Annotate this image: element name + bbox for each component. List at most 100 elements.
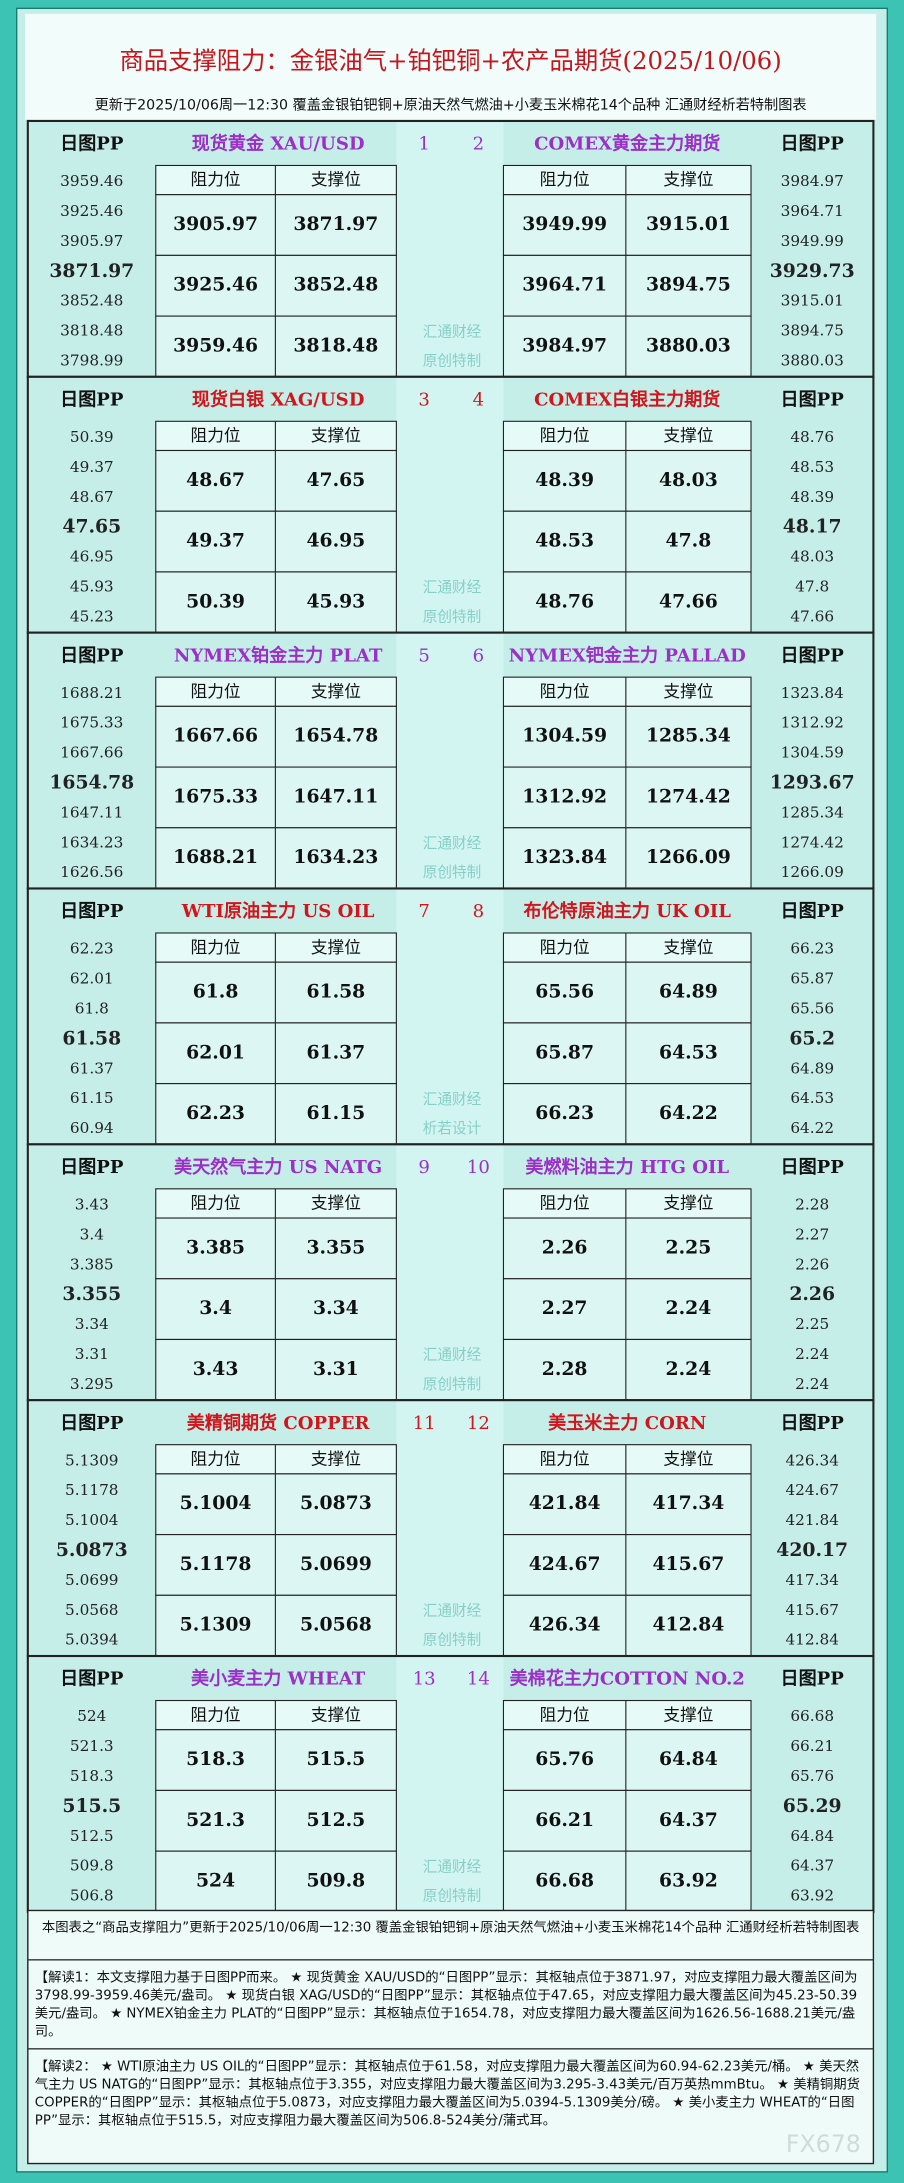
support-value: 63.92 xyxy=(659,1870,718,1892)
pp-value: 66.21 xyxy=(790,1737,834,1755)
support-header: 支撑位 xyxy=(311,1194,361,1213)
resistance-header: 阻力位 xyxy=(540,938,590,957)
pp-value: 49.37 xyxy=(70,458,114,476)
pp-value: 1274.42 xyxy=(781,833,844,851)
pp-value: 63.92 xyxy=(790,1887,834,1905)
resistance-value: 1312.92 xyxy=(522,785,607,807)
table-row xyxy=(155,1278,397,1341)
pp-value: 5.1309 xyxy=(65,1451,118,1469)
resistance-value: 48.53 xyxy=(535,530,594,552)
pp-value: 65.76 xyxy=(790,1767,834,1785)
resistance-value: 3949.99 xyxy=(522,213,607,235)
table-row xyxy=(155,1473,397,1536)
pp-value: 48.67 xyxy=(70,488,114,506)
pp-header: 日图PP xyxy=(60,1669,124,1690)
instrument-number: 7 xyxy=(418,901,430,922)
table-row xyxy=(502,254,752,317)
resistance-value: 3925.46 xyxy=(173,274,258,296)
pp-value: 3.43 xyxy=(75,1196,109,1214)
table-row xyxy=(155,254,397,317)
resistance-value: 3964.71 xyxy=(522,274,607,296)
support-value: 5.0568 xyxy=(300,1614,372,1636)
resistance-value: 1323.84 xyxy=(522,846,607,868)
section-watermark: 汇通财经 xyxy=(423,1347,482,1364)
table-row xyxy=(502,1850,752,1913)
pp-value: 64.37 xyxy=(790,1857,834,1875)
instrument-number: 14 xyxy=(467,1669,490,1690)
instrument-name: 美精铜期货 COPPER xyxy=(187,1412,371,1434)
resistance-header: 阻力位 xyxy=(540,682,590,701)
support-value: 1634.23 xyxy=(293,846,378,868)
instrument-name: 布伦特原油主力 UK OIL xyxy=(524,900,732,922)
pp-value: 506.8 xyxy=(70,1887,114,1905)
pp-value: 48.53 xyxy=(790,458,834,476)
support-value: 3894.75 xyxy=(646,274,731,296)
resistance-value: 524 xyxy=(196,1870,235,1892)
pp-value: 48.76 xyxy=(790,428,834,446)
support-value: 3915.01 xyxy=(646,213,731,235)
instrument-name: 美小麦主力 WHEAT xyxy=(191,1668,366,1690)
table-row xyxy=(155,1594,397,1657)
support-header: 支撑位 xyxy=(663,426,713,445)
support-value: 64.84 xyxy=(659,1748,718,1770)
pp-value: 1323.84 xyxy=(781,684,844,702)
pp-value: 3.34 xyxy=(75,1315,109,1333)
section-watermark: 汇通财经 xyxy=(423,1858,482,1875)
watermark: FX678 xyxy=(786,2130,861,2158)
resistance-header: 阻力位 xyxy=(540,170,590,189)
pp-value: 1312.92 xyxy=(781,714,844,732)
footer-note: 本图表之“商品支撑阻力”更新于2025/10/06周一12:30 覆盖金银铂钯铜… xyxy=(27,1910,874,1961)
section-watermark: 汇通财经 xyxy=(423,323,482,340)
pp-header: 日图PP xyxy=(60,901,124,922)
table-row xyxy=(502,315,752,378)
instrument-number: 4 xyxy=(473,389,485,410)
support-value: 3871.97 xyxy=(293,213,378,235)
table-row xyxy=(502,1594,752,1657)
pp-value: 1667.66 xyxy=(60,744,123,762)
section-watermark: 原创特制 xyxy=(423,1888,481,1905)
pp-value: 61.37 xyxy=(70,1059,114,1077)
table-header xyxy=(155,1699,397,1731)
table-header xyxy=(155,420,397,452)
support-value: 415.67 xyxy=(653,1553,725,1575)
pivot-value: 1293.67 xyxy=(770,772,855,794)
support-value: 1285.34 xyxy=(646,725,731,747)
pp-value: 61.8 xyxy=(75,999,109,1017)
support-value: 48.03 xyxy=(659,469,718,491)
pp-value: 64.84 xyxy=(790,1827,834,1845)
instrument-name: 美棉花主力COTTON NO.2 xyxy=(510,1668,745,1690)
pp-value: 2.27 xyxy=(795,1225,829,1243)
pp-value: 1285.34 xyxy=(781,803,844,821)
middle-column xyxy=(396,632,504,889)
pp-value: 3964.71 xyxy=(781,202,844,220)
pp-value: 3925.46 xyxy=(60,202,123,220)
pp-value: 2.24 xyxy=(795,1375,829,1393)
pivot-value: 3871.97 xyxy=(49,260,134,282)
resistance-value: 424.67 xyxy=(529,1553,601,1575)
support-value: 3880.03 xyxy=(646,334,731,356)
support-header: 支撑位 xyxy=(663,1449,713,1468)
support-value: 64.37 xyxy=(659,1809,718,1831)
resistance-header: 阻力位 xyxy=(191,1449,241,1468)
support-header: 支撑位 xyxy=(311,1705,361,1724)
table-row xyxy=(502,1729,752,1791)
table-row xyxy=(502,1789,752,1852)
support-header: 支撑位 xyxy=(311,1449,361,1468)
pp-value: 3.4 xyxy=(80,1225,104,1243)
support-value: 509.8 xyxy=(306,1870,365,1892)
resistance-value: 3984.97 xyxy=(522,334,607,356)
instrument-name: 美燃料油主力 HTG OIL xyxy=(525,1156,729,1178)
pp-value: 45.23 xyxy=(70,607,114,625)
pp-value: 66.68 xyxy=(790,1707,834,1725)
pivot-value: 3.355 xyxy=(62,1283,121,1305)
resistance-value: 62.23 xyxy=(186,1102,245,1124)
pp-header: 日图PP xyxy=(781,901,845,922)
section-watermark: 汇通财经 xyxy=(423,1603,482,1620)
instrument-name: COMEX黄金主力期货 xyxy=(534,133,720,155)
instrument-number: 2 xyxy=(473,134,485,155)
support-value: 417.34 xyxy=(653,1492,725,1514)
support-value: 64.89 xyxy=(659,981,718,1003)
pp-value: 3894.75 xyxy=(781,322,844,340)
middle-column xyxy=(396,888,504,1145)
